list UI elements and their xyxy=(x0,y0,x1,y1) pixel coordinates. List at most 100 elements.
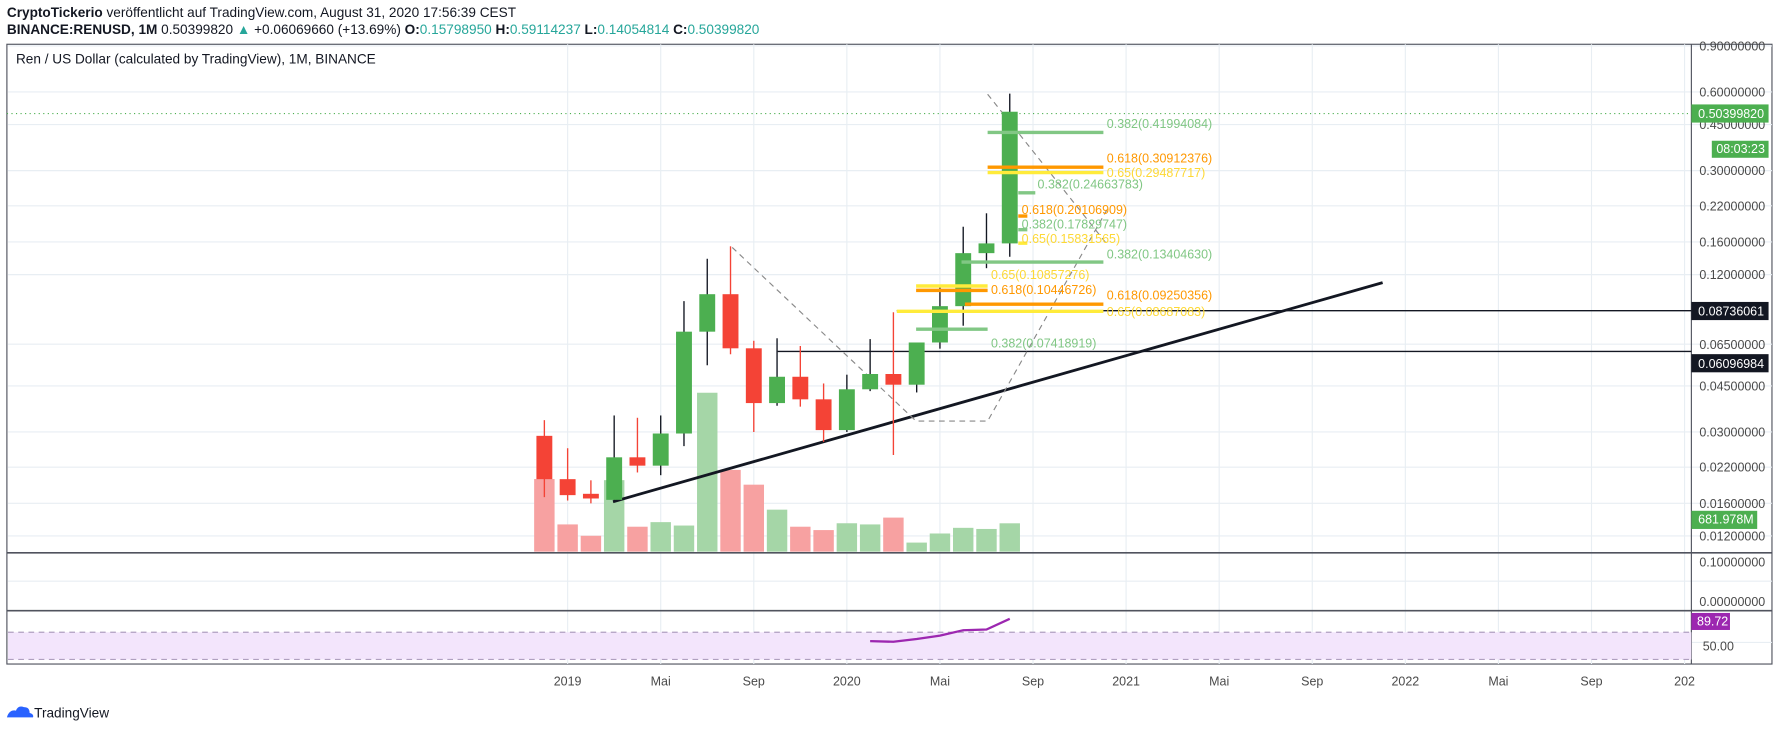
high-label: H: xyxy=(496,22,510,37)
last-price-badge xyxy=(1691,104,1769,123)
publish-text: veröffentlicht auf TradingView.com, Augu… xyxy=(103,5,516,20)
time-axis-label: 2022 xyxy=(1391,675,1419,689)
tradingview-logo[interactable]: TradingView xyxy=(6,705,109,720)
candle-body[interactable] xyxy=(606,457,623,500)
symbol: BINANCE:RENUSD, 1M xyxy=(7,22,157,37)
low-value: 0.14054814 xyxy=(597,22,669,37)
time-axis-label: Sep xyxy=(743,675,765,689)
volume-bar xyxy=(673,525,695,552)
countdown-text: 08:03:23 xyxy=(1716,142,1765,156)
price-axis-label: 0.12000000 xyxy=(1699,268,1765,282)
fib-level-label: 0.382(0.17829747) xyxy=(1022,218,1127,232)
price-axis-label: 0.30000000 xyxy=(1699,164,1765,178)
level-badge-text: 0.06096984 xyxy=(1698,357,1764,371)
level-badge xyxy=(1691,354,1769,373)
time-axis-label: Mai xyxy=(1488,675,1508,689)
rsi-badge xyxy=(1691,612,1730,630)
volume-bar xyxy=(906,542,927,552)
candle-body[interactable] xyxy=(792,376,809,400)
time-axis-label: 2019 xyxy=(554,675,582,689)
candle-body[interactable] xyxy=(978,243,995,254)
volume-bar xyxy=(534,479,555,552)
time-axis-label: 2020 xyxy=(833,675,861,689)
candles xyxy=(536,93,1018,504)
open-value: 0.15798950 xyxy=(420,22,492,37)
time-axis-label: 2021 xyxy=(1112,675,1140,689)
candle-body[interactable] xyxy=(745,348,762,404)
candle-body[interactable] xyxy=(955,253,972,307)
volume-bar xyxy=(697,392,718,552)
fib-retracements: 0.382(0.41994084)0.618(0.30912376)0.65(0… xyxy=(896,117,1212,350)
fib-level-label: 0.618(0.10446726) xyxy=(991,283,1096,297)
candle-body[interactable] xyxy=(722,294,739,349)
candle-body[interactable] xyxy=(862,374,879,390)
time-axis-label: Mai xyxy=(651,675,671,689)
change: +0.06069660 (+13.69%) xyxy=(254,22,401,37)
candle-body[interactable] xyxy=(931,306,948,343)
volume-bar xyxy=(627,526,648,552)
candle-body[interactable] xyxy=(582,493,599,499)
price-axis-label: 0.01200000 xyxy=(1699,530,1765,544)
volume-bar xyxy=(790,526,811,552)
candle-body[interactable] xyxy=(908,342,925,385)
price-axis-label: 0.02200000 xyxy=(1699,461,1765,475)
close-value: 0.50399820 xyxy=(687,22,759,37)
dashed-path[interactable] xyxy=(731,209,1108,422)
volume-bar xyxy=(929,533,951,552)
rsi-axis-label: 50.00 xyxy=(1703,639,1734,653)
fib-level-label: 0.618(0.30912376) xyxy=(1107,152,1212,166)
candle-body[interactable] xyxy=(769,376,786,404)
close-label: C: xyxy=(673,22,687,37)
fib-level-label: 0.382(0.13404630) xyxy=(1107,248,1212,262)
level-badge-text: 0.08736061 xyxy=(1698,305,1764,319)
trend-line[interactable] xyxy=(612,281,1384,504)
last-price: 0.50399820 xyxy=(161,22,233,37)
volume-bar xyxy=(976,528,997,552)
volume-bar xyxy=(883,517,904,552)
low-label: L: xyxy=(585,22,598,37)
volume-bar xyxy=(720,469,741,552)
volume-bar xyxy=(766,509,788,552)
candle-body[interactable] xyxy=(559,479,576,496)
candle-body[interactable] xyxy=(1001,111,1018,244)
rsi-band xyxy=(8,632,1692,660)
candle-body[interactable] xyxy=(838,389,855,431)
symbol-info: BINANCE:RENUSD, 1M 0.50399820 ▲ +0.06069… xyxy=(7,22,760,37)
candle-body[interactable] xyxy=(815,399,832,431)
up-arrow-icon: ▲ xyxy=(237,22,250,37)
chart-frame xyxy=(6,43,1773,665)
price-axis-label: 0.06500000 xyxy=(1699,338,1765,352)
level-badge xyxy=(1691,301,1769,321)
volume-badge-text: 681.978M xyxy=(1698,512,1753,526)
price-axis-label: 0.04500000 xyxy=(1699,380,1765,394)
volume-bars xyxy=(534,392,1020,552)
volume-bar xyxy=(557,524,578,552)
countdown-badge xyxy=(1711,140,1769,158)
candle-body[interactable] xyxy=(629,457,646,466)
time-axis[interactable]: 2019 Mai Sep 2020 Mai Sep 2021 Mai Sep 2022 Mai Sep… xyxy=(554,675,1695,689)
cloud-logo-icon xyxy=(6,706,34,718)
fib-level-label: 0.65(0.29487717) xyxy=(1107,166,1205,180)
price-axis-label: 0.01600000 xyxy=(1699,497,1765,511)
fib-level-label: 0.382(0.41994084) xyxy=(1107,117,1212,131)
price-axis-label: 0.03000000 xyxy=(1699,426,1765,440)
time-axis-label: Sep xyxy=(1301,675,1323,689)
candle-body[interactable] xyxy=(652,433,669,466)
chart-title: Ren / US Dollar (calculated by TradingVi… xyxy=(16,52,376,67)
middle-axis-label: 0.00000000 xyxy=(1699,595,1765,609)
footer-brand: TradingView xyxy=(34,705,109,720)
candle-body[interactable] xyxy=(536,435,553,480)
publish-info: CryptoTickerio veröffentlicht auf Tradin… xyxy=(7,5,516,20)
time-axis-label: Sep xyxy=(1022,675,1044,689)
fib-level-label: 0.65(0.10857276) xyxy=(991,268,1089,282)
volume-bar xyxy=(952,527,974,552)
volume-bar xyxy=(580,535,602,552)
candle-body[interactable] xyxy=(885,374,902,385)
candle-body[interactable] xyxy=(699,294,716,332)
volume-bar xyxy=(999,523,1020,552)
time-axis-label: Sep xyxy=(1580,675,1602,689)
fib-level-label: 0.65(0.08687083) xyxy=(1107,305,1205,319)
volume-bar xyxy=(859,524,881,552)
rsi-badge-text: 89.72 xyxy=(1697,614,1728,628)
candle-body[interactable] xyxy=(676,331,692,434)
